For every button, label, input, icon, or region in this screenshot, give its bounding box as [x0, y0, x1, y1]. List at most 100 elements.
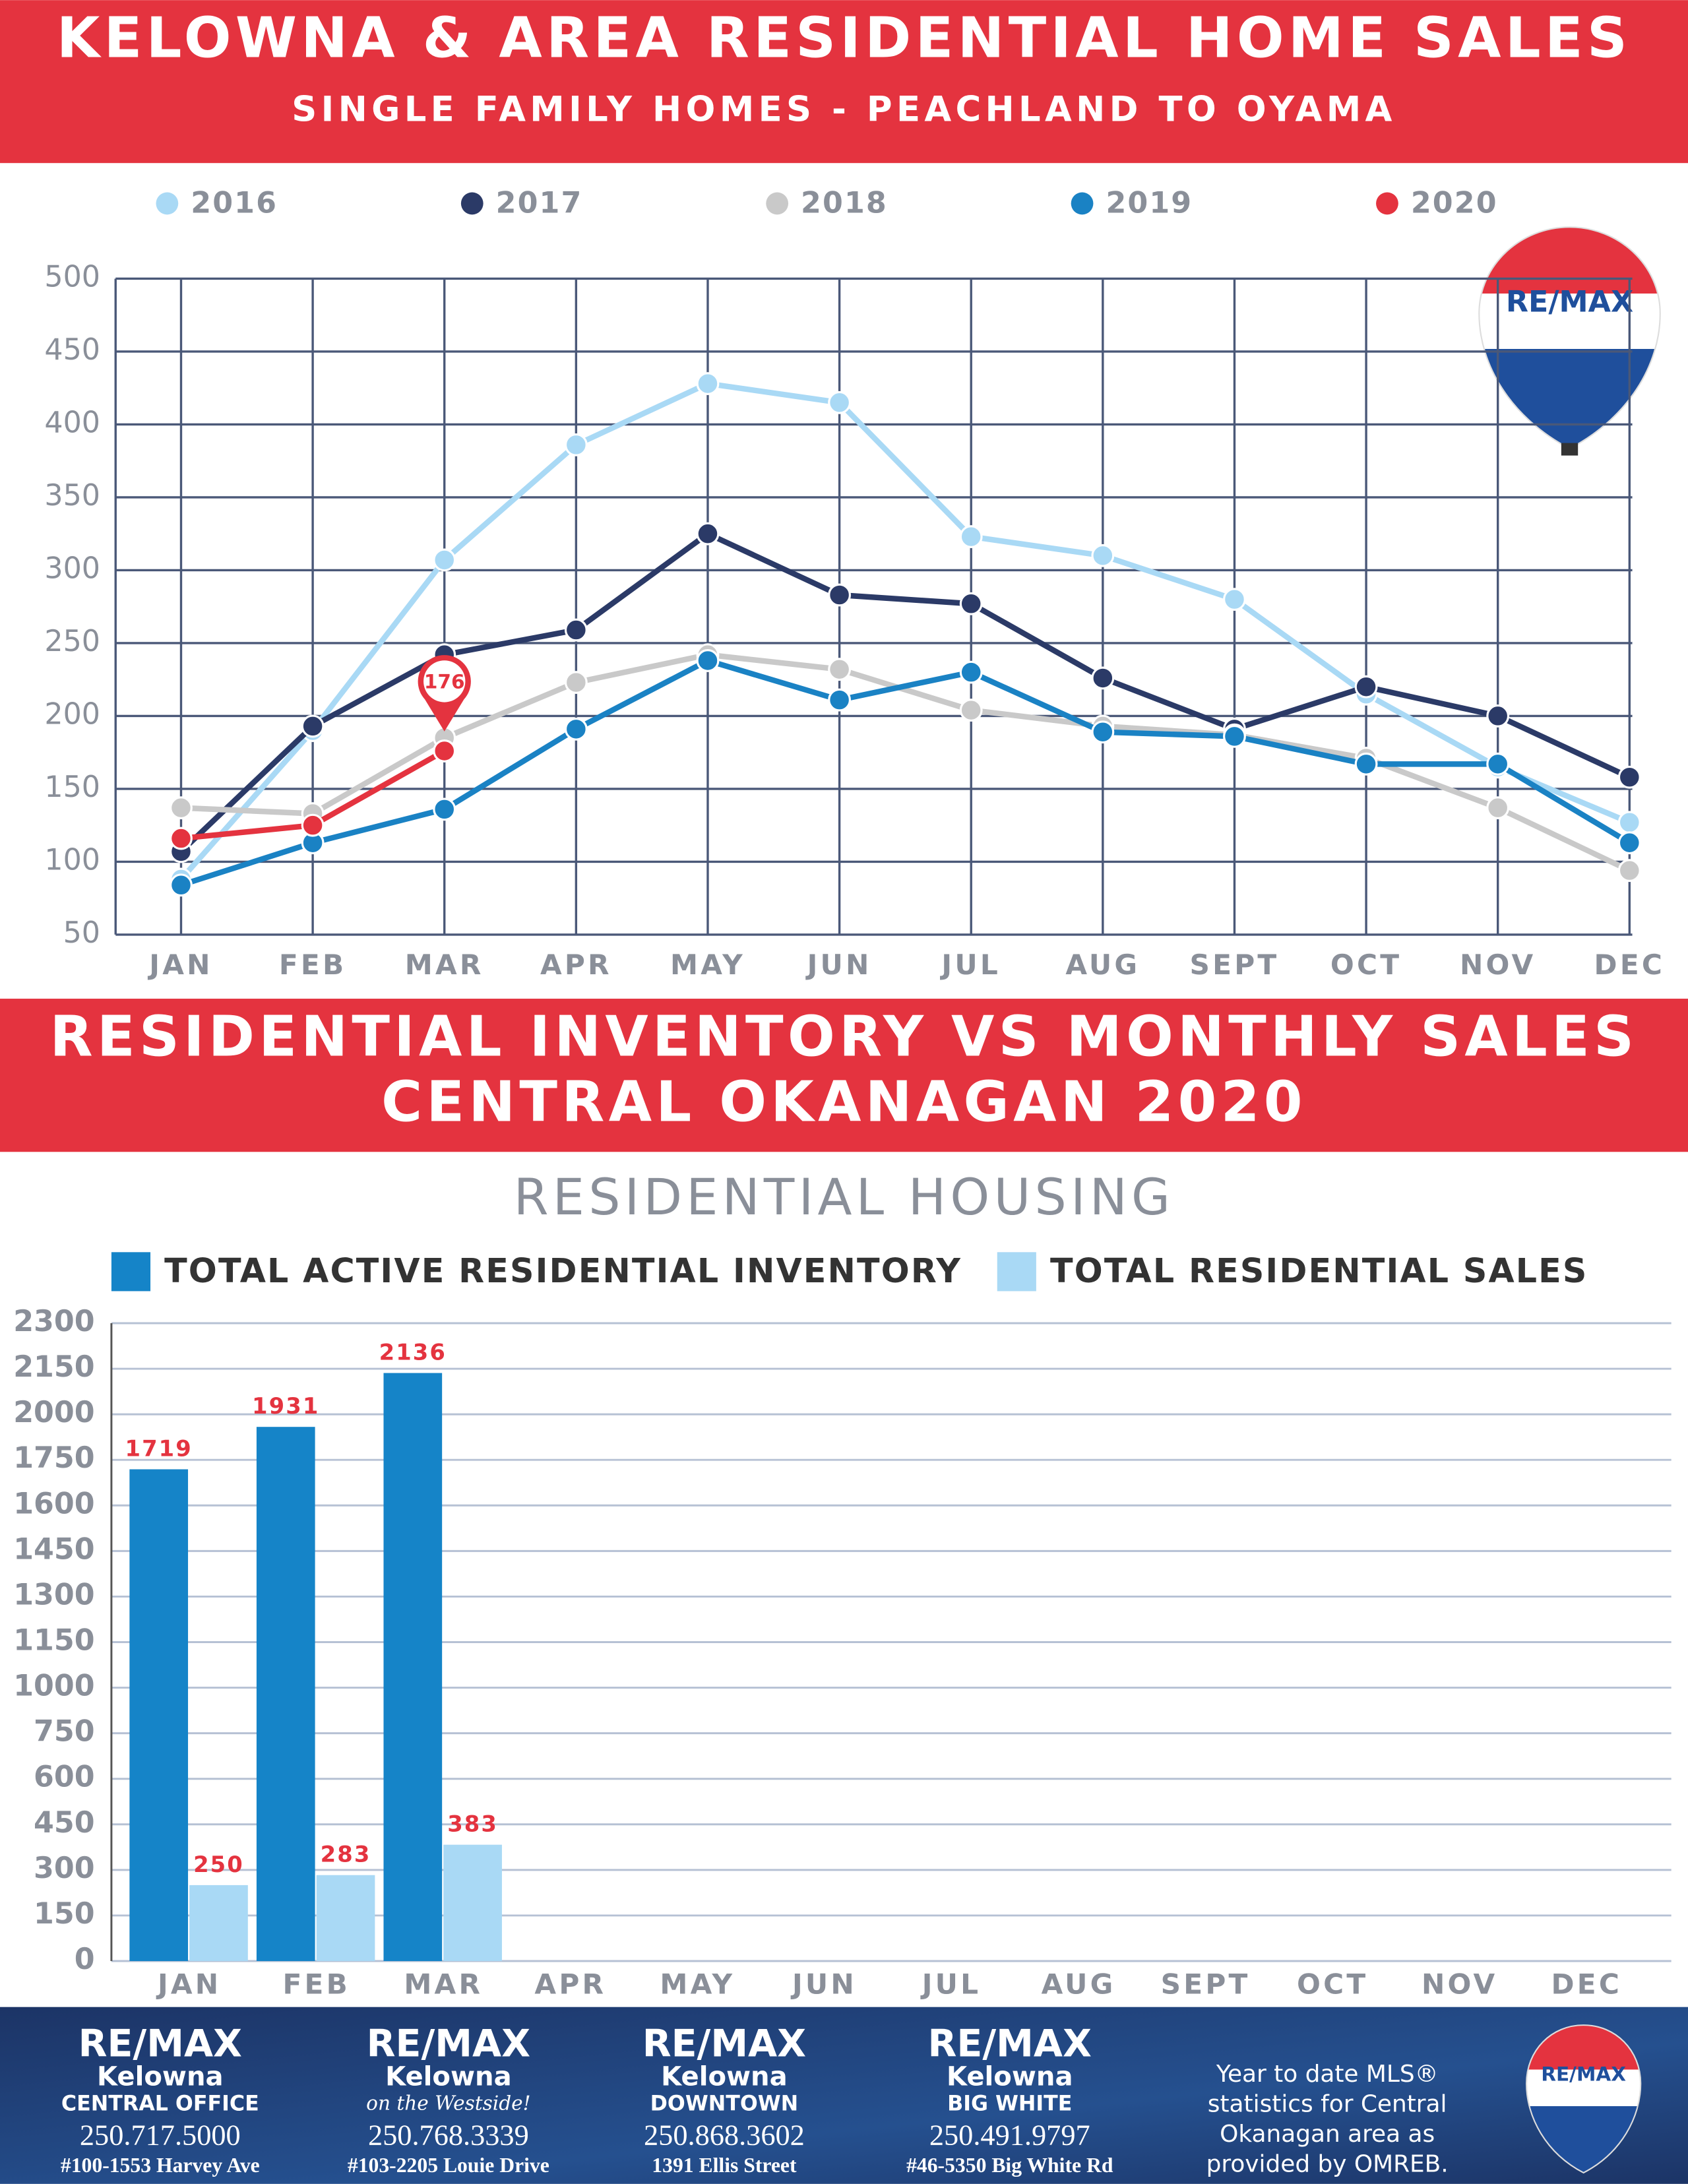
data-point	[564, 717, 588, 741]
y-tick-label: 150	[44, 770, 100, 804]
legend-label: TOTAL RESIDENTIAL SALES	[1050, 1251, 1588, 1290]
legend-marker	[156, 192, 179, 215]
data-label: 383	[447, 1811, 498, 1837]
logo-text: RE/MAX	[1506, 285, 1633, 319]
x-tick-label: APR	[540, 949, 612, 981]
y-tick-label: 450	[34, 1806, 95, 1840]
section-title: RESIDENTIAL INVENTORY VS MONTHLY SALES	[50, 1004, 1639, 1069]
office-address: #46-5350 Big White Rd	[906, 2154, 1113, 2177]
data-label: 2136	[379, 1339, 447, 1365]
y-tick-label: 100	[44, 843, 100, 877]
data-point	[433, 739, 456, 763]
office-branch: CENTRAL OFFICE	[61, 2092, 259, 2115]
y-tick-label: 2300	[13, 1305, 94, 1338]
bar	[316, 1875, 375, 1962]
bar	[189, 1885, 248, 1962]
data-point	[433, 548, 456, 572]
data-point	[1091, 666, 1115, 690]
legend-marker	[111, 1252, 151, 1292]
office-brand: RE/MAX	[367, 2022, 530, 2065]
balloon	[1478, 226, 1661, 450]
series-line	[179, 381, 1631, 881]
data-point	[696, 649, 720, 672]
footer-note: provided by OMREB.	[1206, 2150, 1449, 2177]
x-tick-label: JAN	[147, 949, 212, 981]
data-point	[1223, 724, 1246, 748]
data-point	[696, 522, 720, 546]
y-tick-label: 150	[34, 1897, 95, 1931]
bar	[443, 1844, 502, 1962]
data-point	[1617, 765, 1641, 789]
data-point	[170, 873, 193, 897]
office-phone: 250.717.5000	[80, 2118, 241, 2151]
x-tick-label: FEB	[279, 949, 347, 981]
data-point	[1486, 796, 1510, 820]
y-tick-label: 200	[44, 697, 100, 731]
x-tick-label: OCT	[1297, 1968, 1368, 2001]
data-label: 250	[193, 1852, 244, 1877]
y-tick-label: 300	[34, 1852, 95, 1885]
label-pin-inner	[423, 660, 466, 702]
office-brand: RE/MAX	[78, 2022, 242, 2065]
office-city: Kelowna	[97, 2061, 224, 2092]
y-tick-label: 2150	[13, 1350, 94, 1384]
data-point	[1617, 811, 1641, 834]
logo-footer: RE/MAX	[1526, 2024, 1642, 2174]
x-tick-label: MAR	[405, 949, 484, 981]
legend-label: 2020	[1411, 187, 1498, 220]
data-point	[959, 660, 983, 684]
data-point	[959, 525, 983, 549]
office-phone: 250.491.9797	[929, 2118, 1090, 2151]
office-address: #103-2205 Louie Drive	[348, 2154, 549, 2177]
x-tick-label: AUG	[1065, 949, 1140, 981]
x-tick-label: MAY	[660, 1968, 735, 2001]
x-tick-label: APR	[534, 1968, 606, 2001]
basket	[1561, 443, 1579, 456]
footer-note: Okanagan area as	[1220, 2121, 1435, 2148]
data-point	[170, 827, 193, 850]
y-tick-label: 500	[44, 260, 100, 294]
y-tick-label: 750	[34, 1715, 95, 1749]
data-point	[1354, 675, 1378, 699]
data-point	[1091, 544, 1115, 567]
data-point	[433, 797, 456, 821]
x-tick-label: NOV	[1422, 1968, 1497, 2001]
x-tick-label: JUL	[939, 949, 1001, 981]
y-tick-label: 50	[63, 916, 100, 950]
data-point	[564, 433, 588, 456]
data-label: 1719	[125, 1435, 192, 1461]
footer-note: statistics for Central	[1208, 2091, 1447, 2118]
data-point	[1617, 831, 1641, 855]
data-point	[170, 796, 193, 820]
data-point	[301, 714, 325, 738]
legend-label: 2017	[496, 187, 583, 220]
data-point	[1486, 752, 1510, 776]
data-point	[1091, 720, 1115, 744]
legend-label: 2016	[191, 187, 278, 220]
office-phone: 250.868.3602	[644, 2118, 805, 2151]
series-line	[179, 530, 1631, 854]
y-tick-label: 350	[44, 479, 100, 513]
data-point	[959, 699, 983, 722]
office-address: 1391 Ellis Street	[652, 2154, 797, 2177]
x-tick-label: MAY	[670, 949, 745, 981]
y-tick-label: 400	[44, 406, 100, 439]
bar	[383, 1373, 443, 1962]
y-tick-label: 1450	[13, 1532, 94, 1566]
office-branch: DOWNTOWN	[650, 2092, 799, 2115]
legend-marker	[1071, 192, 1094, 215]
data-point	[301, 813, 325, 837]
data-point	[828, 688, 852, 712]
data-point	[828, 390, 852, 414]
x-tick-label: AUG	[1042, 1968, 1116, 2001]
x-tick-label: JUN	[790, 1968, 857, 2001]
office-branch: BIG WHITE	[947, 2092, 1072, 2115]
legend-marker	[997, 1252, 1036, 1292]
series-line	[180, 658, 1631, 888]
x-tick-label: JUL	[920, 1968, 982, 2001]
balloon	[1526, 2024, 1642, 2174]
data-point	[1617, 859, 1641, 883]
y-tick-label: 250	[44, 625, 100, 658]
legend-marker	[460, 192, 484, 215]
